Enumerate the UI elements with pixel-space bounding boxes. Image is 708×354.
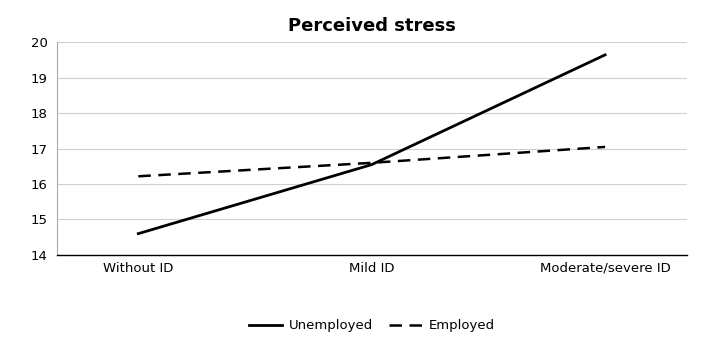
Legend: Unemployed, Employed: Unemployed, Employed [244,314,500,337]
Title: Perceived stress: Perceived stress [287,17,456,35]
